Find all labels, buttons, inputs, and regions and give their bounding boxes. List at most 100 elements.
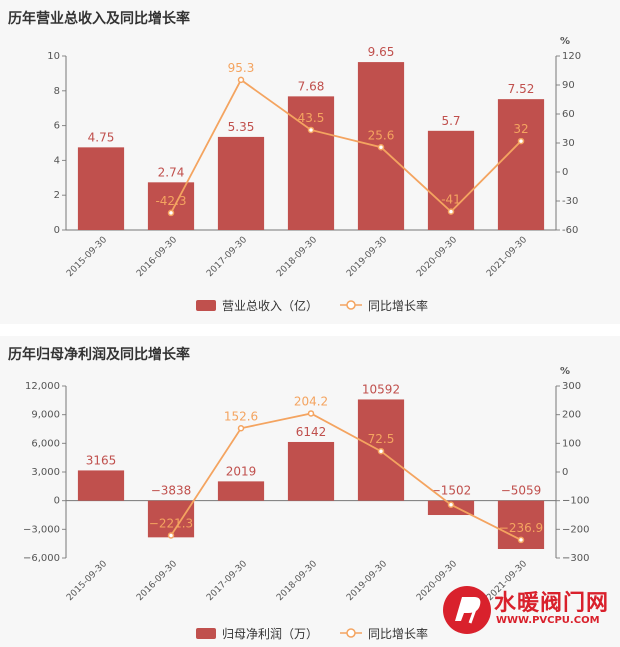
growth-rate-point	[237, 76, 245, 84]
watermark: 水暖阀门网 WWW.PVCPU.COM	[436, 583, 616, 639]
x-tick-label: 2020-09-30	[415, 235, 459, 279]
y-right-unit: %	[560, 36, 570, 47]
legend-line-label: 同比增长率	[368, 298, 428, 313]
bar-value-label: −1502	[431, 484, 472, 498]
legend-bar-label: 营业总收入（亿）	[222, 298, 318, 313]
revenue-chart: 0 2 4 6 8 10 -60 -30 0 30 60 90 120% 4.75 2.74 5.35 7.68…	[47, 36, 581, 313]
growth-rate-label: −236.9	[499, 521, 543, 535]
bar	[77, 470, 125, 501]
growth-rate-point	[447, 208, 455, 215]
y-left-tick-label: 4	[54, 155, 60, 166]
bar-value-label: −5059	[501, 484, 542, 498]
y-right-tick-label: −100	[562, 496, 589, 507]
bar-value-label: 4.75	[88, 130, 115, 144]
y-right-tick-label: 60	[562, 109, 575, 120]
bar-value-label: 10592	[362, 382, 400, 396]
y-left-tick-label: 0	[54, 496, 60, 507]
x-tick-label: 2018-09-30	[275, 559, 319, 603]
y-right-tick-label: 300	[562, 381, 581, 392]
legend-bar-swatch	[196, 628, 216, 639]
growth-rate-point	[167, 209, 175, 217]
growth-rate-label: 152.6	[224, 409, 258, 423]
legend-line-marker	[346, 628, 356, 638]
bar	[497, 99, 545, 230]
bar	[287, 441, 335, 501]
watermark-url: WWW.PVCPU.COM	[496, 615, 600, 626]
growth-rate-point	[237, 425, 245, 432]
x-tick-label: 2015-09-30	[65, 559, 109, 603]
growth-rate-point	[517, 536, 525, 544]
legend-bar-label: 归母净利润（万）	[222, 627, 318, 641]
bar-value-label: −3838	[151, 484, 192, 498]
growth-rate-point	[307, 410, 315, 417]
watermark-logo-icon	[443, 586, 491, 634]
x-tick-label: 2016-09-30	[135, 235, 179, 279]
revenue-chart-panel: 历年营业总收入及同比增长率 0 2 4 6 8 10 -60 -30 0 30 60 90 120% 4.…	[8, 11, 582, 313]
y-left-tick-label: −3,000	[23, 524, 60, 535]
growth-rate-label: 95.3	[228, 61, 255, 75]
y-left-tick-label: 6	[54, 121, 60, 132]
growth-rate-label: 32	[513, 122, 528, 136]
y-left-tick-label: 0	[54, 225, 60, 236]
legend-line-label: 同比增长率	[368, 626, 428, 641]
growth-rate-label: -41	[441, 193, 461, 207]
growth-rate-label: 43.5	[298, 111, 325, 125]
x-tick-label: 2019-09-30	[345, 235, 389, 279]
growth-rate-line	[170, 412, 522, 541]
chart-title: 历年归母净利润及同比增长率	[8, 347, 190, 363]
bar-value-label: 3165	[86, 453, 117, 467]
y-right-tick-label: 100	[562, 438, 581, 449]
y-right-tick-label: −300	[562, 553, 589, 564]
y-right-tick-label: -60	[562, 225, 578, 236]
x-tick-label: 2017-09-30	[205, 559, 249, 603]
growth-rate-point	[447, 501, 455, 508]
x-tick-label: 2021-09-30	[485, 235, 529, 279]
profit-chart-panel: 历年归母净利润及同比增长率 −6,000 −3,000 0 3,000 6,000 9,0…	[0, 336, 620, 647]
y-right-tick-label: −200	[562, 524, 589, 535]
bar	[217, 136, 265, 230]
y-right-tick-label: 90	[562, 80, 575, 91]
bar-value-label: 5.7	[441, 114, 460, 128]
x-tick-label: 2019-09-30	[345, 559, 389, 603]
growth-rate-point	[307, 126, 315, 134]
y-left-tick-label: 2	[54, 190, 60, 201]
chart-title: 历年营业总收入及同比增长率	[8, 11, 190, 27]
bar	[77, 147, 125, 230]
y-left-tick-label: 9,000	[31, 410, 60, 421]
legend-line-marker	[346, 300, 356, 310]
x-tick-label: 2018-09-30	[275, 235, 319, 279]
y-right-tick-label: 200	[562, 410, 581, 421]
growth-rate-line	[170, 78, 522, 214]
growth-rate-point	[377, 144, 385, 151]
growth-rate-label: 72.5	[368, 432, 395, 446]
growth-rate-label: 25.6	[368, 128, 395, 142]
y-right-tick-label: 0	[562, 167, 568, 178]
bar	[217, 481, 265, 501]
growth-rate-label: −221.3	[149, 516, 193, 530]
bar-value-label: 7.52	[508, 82, 535, 96]
watermark-text: 水暖阀门网	[494, 591, 610, 616]
bar-value-label: 9.65	[368, 45, 395, 59]
y-right-tick-label: 0	[562, 467, 568, 478]
y-left-tick-label: 3,000	[31, 467, 60, 478]
growth-rate-label: -42.3	[155, 194, 186, 208]
growth-rate-point	[377, 447, 385, 455]
y-right-tick-label: 120	[562, 51, 581, 62]
bar-value-label: 5.35	[228, 120, 255, 134]
bar	[427, 130, 475, 230]
y-right-unit: %	[560, 366, 570, 377]
y-left-tick-label: 8	[54, 86, 60, 97]
bar-value-label: 2019	[226, 464, 257, 478]
bar	[147, 182, 195, 230]
bar-value-label: 2.74	[158, 165, 185, 179]
x-tick-label: 2017-09-30	[205, 235, 249, 279]
growth-rate-point	[517, 137, 525, 145]
bar-value-label: 7.68	[298, 79, 325, 93]
y-left-tick-label: −6,000	[23, 553, 60, 564]
growth-rate-label: 204.2	[294, 394, 328, 408]
y-left-tick-label: 10	[47, 51, 60, 62]
growth-rate-point	[167, 532, 175, 539]
bar	[147, 500, 195, 538]
y-right-tick-label: -30	[562, 196, 578, 207]
x-tick-label: 2016-09-30	[135, 559, 179, 603]
